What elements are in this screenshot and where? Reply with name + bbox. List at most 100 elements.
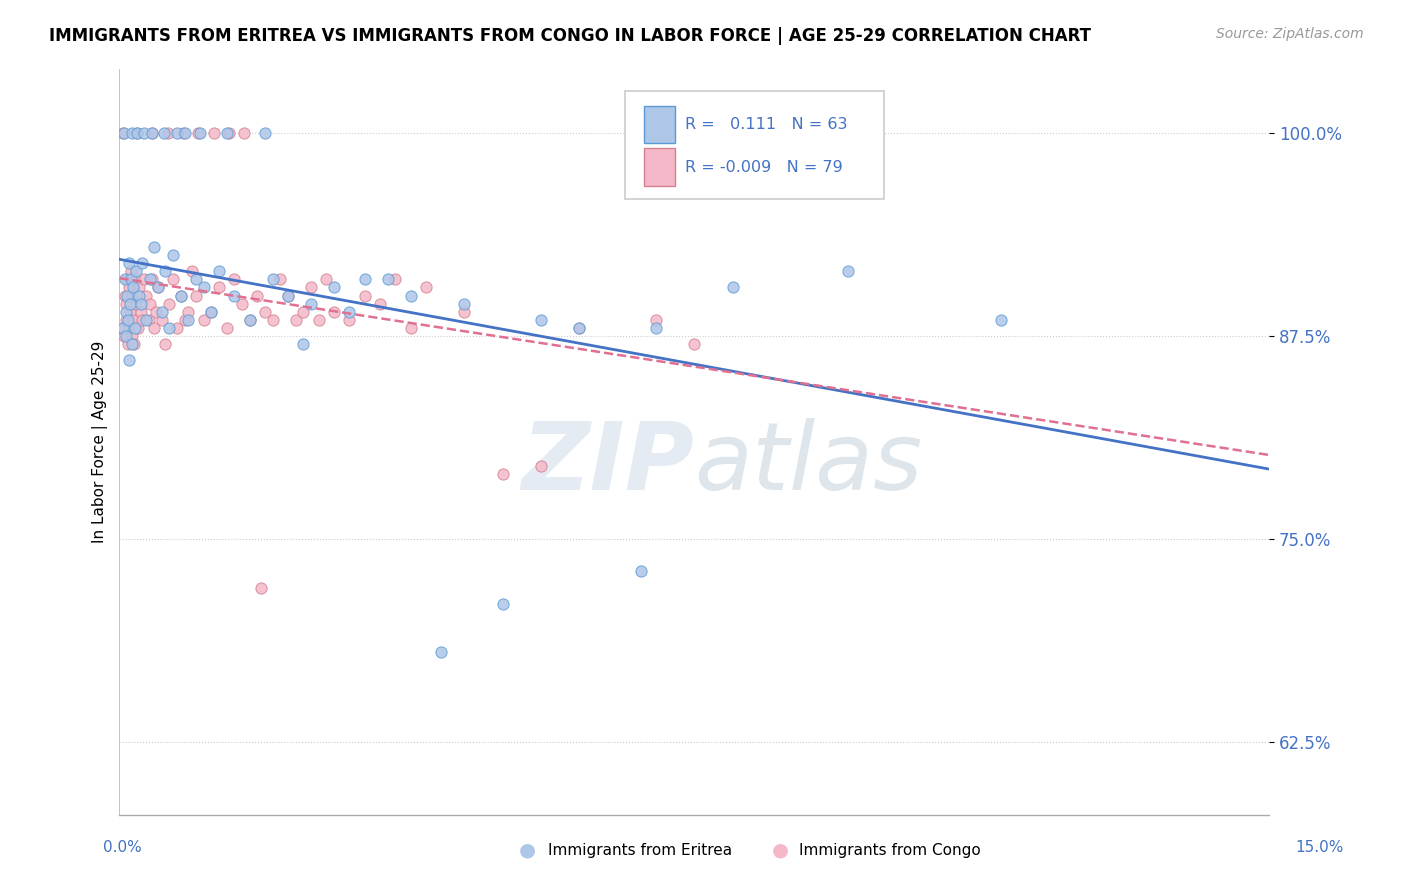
Point: [172, 127, 194, 141]
Point: [277, 288, 299, 302]
Point: [120, 264, 142, 278]
Point: [150, 305, 173, 319]
Point: [129, 296, 152, 310]
Point: [114, 313, 136, 327]
Point: [150, 313, 173, 327]
Point: [277, 288, 299, 302]
Point: [181, 264, 204, 278]
Text: R =   0.111   N = 63: R = 0.111 N = 63: [685, 118, 848, 132]
Point: [115, 272, 138, 286]
Point: [399, 321, 422, 335]
Point: [141, 127, 163, 141]
Point: [117, 337, 139, 351]
Point: [156, 127, 179, 141]
Point: [215, 321, 238, 335]
Text: Immigrants from Eritrea: Immigrants from Eritrea: [548, 843, 733, 857]
Text: Immigrants from Congo: Immigrants from Congo: [799, 843, 980, 857]
Point: [139, 272, 162, 286]
Point: [115, 305, 138, 319]
Point: [430, 645, 453, 659]
Point: [120, 272, 142, 286]
Point: [129, 305, 152, 319]
Point: [399, 288, 422, 302]
Point: [157, 296, 180, 310]
Point: [124, 321, 146, 335]
Point: [353, 272, 375, 286]
Point: [208, 264, 231, 278]
Point: [115, 288, 138, 302]
Point: [292, 337, 315, 351]
Point: [138, 313, 160, 327]
Point: [453, 305, 475, 319]
Point: [170, 288, 193, 302]
Point: [155, 337, 177, 351]
Point: [177, 313, 200, 327]
Point: [142, 321, 165, 335]
Point: [284, 313, 307, 327]
Point: [135, 288, 157, 302]
Text: Source: ZipAtlas.com: Source: ZipAtlas.com: [1216, 27, 1364, 41]
Point: [118, 256, 141, 270]
Point: [208, 280, 231, 294]
Point: [308, 313, 330, 327]
Point: [112, 321, 135, 335]
Point: [262, 313, 284, 327]
Point: [122, 313, 145, 327]
Point: [121, 288, 143, 302]
Point: [157, 321, 180, 335]
Point: [377, 272, 399, 286]
Point: [530, 313, 553, 327]
Point: [683, 337, 706, 351]
Point: [114, 329, 136, 343]
Point: [453, 296, 475, 310]
Text: R = -0.009   N = 79: R = -0.009 N = 79: [685, 160, 842, 175]
Point: [131, 256, 153, 270]
Point: [292, 305, 315, 319]
Text: atlas: atlas: [695, 418, 922, 509]
Point: [224, 288, 246, 302]
Point: [125, 127, 148, 141]
Text: ZIP: ZIP: [522, 418, 695, 510]
Point: [193, 313, 215, 327]
Point: [121, 337, 143, 351]
Point: [630, 564, 652, 578]
Point: [155, 264, 177, 278]
Text: ●: ●: [519, 840, 536, 860]
Point: [131, 313, 153, 327]
Point: [120, 296, 142, 310]
Point: [224, 272, 246, 286]
Point: [173, 313, 195, 327]
Point: [170, 288, 193, 302]
Point: [215, 127, 238, 141]
Point: [239, 313, 262, 327]
Point: [200, 305, 222, 319]
Point: [193, 280, 215, 294]
Point: [254, 127, 277, 141]
Point: [299, 280, 322, 294]
Point: [200, 305, 222, 319]
Point: [323, 280, 346, 294]
Point: [233, 127, 256, 141]
Point: [117, 313, 139, 327]
Point: [111, 321, 134, 335]
Point: [117, 353, 139, 368]
Point: [323, 305, 346, 319]
Y-axis label: In Labor Force | Age 25-29: In Labor Force | Age 25-29: [93, 341, 108, 542]
Point: [121, 127, 143, 141]
Point: [368, 296, 391, 310]
Point: [299, 296, 322, 310]
Point: [166, 321, 188, 335]
Point: [142, 240, 165, 254]
Point: [162, 248, 184, 262]
Point: [146, 280, 169, 294]
Point: [132, 127, 155, 141]
Point: [337, 313, 360, 327]
Point: [112, 127, 135, 141]
Point: [239, 313, 262, 327]
Point: [202, 127, 225, 141]
Text: ●: ●: [772, 840, 789, 860]
Text: IMMIGRANTS FROM ERITREA VS IMMIGRANTS FROM CONGO IN LABOR FORCE | AGE 25-29 CORR: IMMIGRANTS FROM ERITREA VS IMMIGRANTS FR…: [49, 27, 1091, 45]
Point: [837, 264, 859, 278]
Point: [114, 288, 136, 302]
Point: [125, 264, 148, 278]
